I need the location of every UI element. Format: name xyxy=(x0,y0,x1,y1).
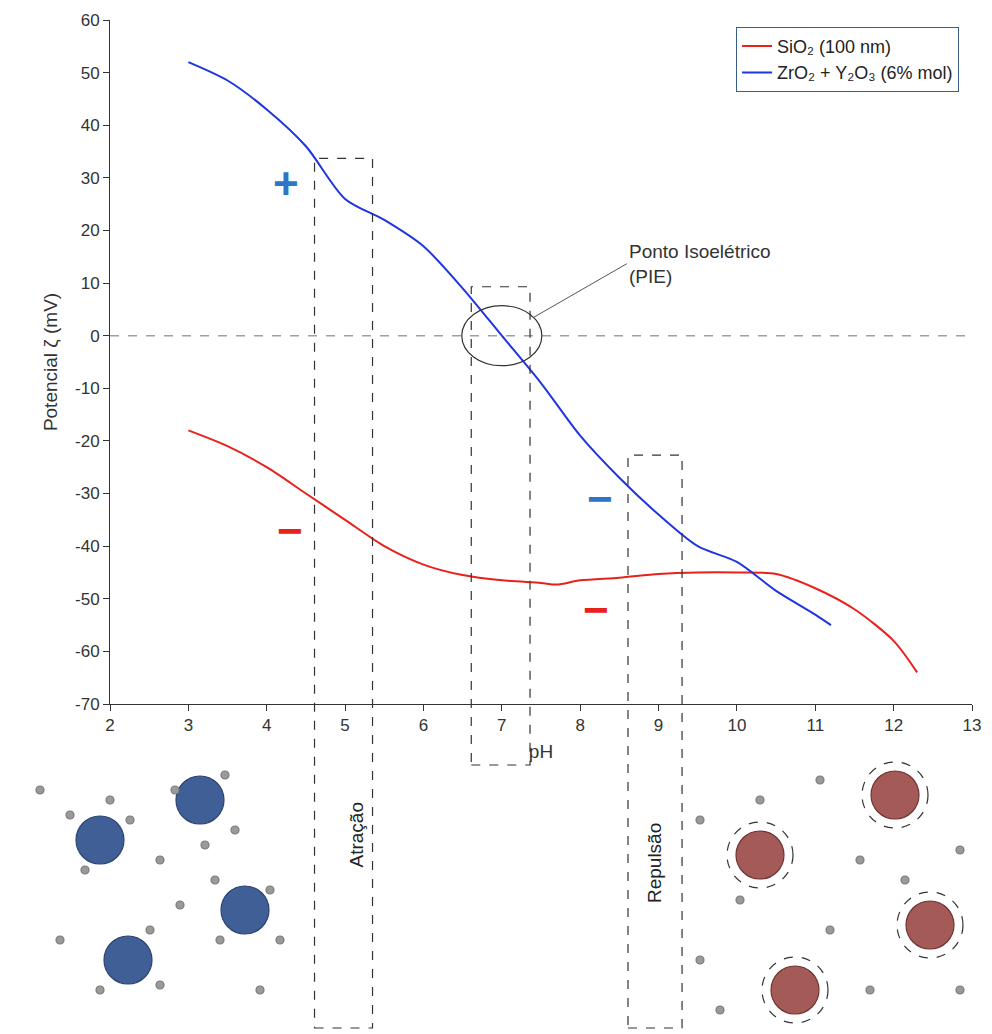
svg-text:10: 10 xyxy=(81,274,100,293)
svg-text:9: 9 xyxy=(654,716,663,735)
svg-text:Potencial ζ (mV): Potencial ζ (mV) xyxy=(40,293,61,431)
svg-text:-60: -60 xyxy=(75,642,100,661)
svg-text:ZrO₂ + Y₂O₃ (6% mol): ZrO₂ + Y₂O₃ (6% mol) xyxy=(777,63,953,83)
svg-text:0: 0 xyxy=(90,327,99,346)
svg-text:pH: pH xyxy=(529,741,553,762)
svg-text:12: 12 xyxy=(884,716,903,735)
svg-text:−: − xyxy=(587,474,613,523)
svg-text:2: 2 xyxy=(105,716,114,735)
svg-text:8: 8 xyxy=(575,716,584,735)
svg-text:Repulsão: Repulsão xyxy=(644,823,665,903)
svg-text:−: − xyxy=(583,585,609,634)
svg-text:-30: -30 xyxy=(75,484,100,503)
svg-text:Atração: Atração xyxy=(346,802,367,867)
svg-text:60: 60 xyxy=(81,11,100,30)
svg-text:7: 7 xyxy=(497,716,506,735)
svg-text:6: 6 xyxy=(419,716,428,735)
svg-text:40: 40 xyxy=(81,116,100,135)
svg-text:3: 3 xyxy=(184,716,193,735)
svg-text:+: + xyxy=(273,159,299,208)
svg-text:SiO₂ (100 nm): SiO₂ (100 nm) xyxy=(777,37,891,57)
svg-text:-20: -20 xyxy=(75,432,100,451)
svg-text:-50: -50 xyxy=(75,590,100,609)
svg-text:50: 50 xyxy=(81,64,100,83)
svg-text:-70: -70 xyxy=(75,695,100,714)
svg-text:20: 20 xyxy=(81,221,100,240)
svg-text:Ponto Isoelétrico(PIE): Ponto Isoelétrico(PIE) xyxy=(629,241,771,287)
svg-text:10: 10 xyxy=(727,716,746,735)
svg-text:11: 11 xyxy=(806,716,824,735)
svg-text:−: − xyxy=(277,506,303,555)
svg-text:30: 30 xyxy=(81,169,100,188)
svg-text:4: 4 xyxy=(262,716,271,735)
svg-text:-40: -40 xyxy=(75,537,100,556)
svg-text:5: 5 xyxy=(340,716,349,735)
svg-text:-10: -10 xyxy=(75,379,100,398)
svg-text:13: 13 xyxy=(963,716,982,735)
